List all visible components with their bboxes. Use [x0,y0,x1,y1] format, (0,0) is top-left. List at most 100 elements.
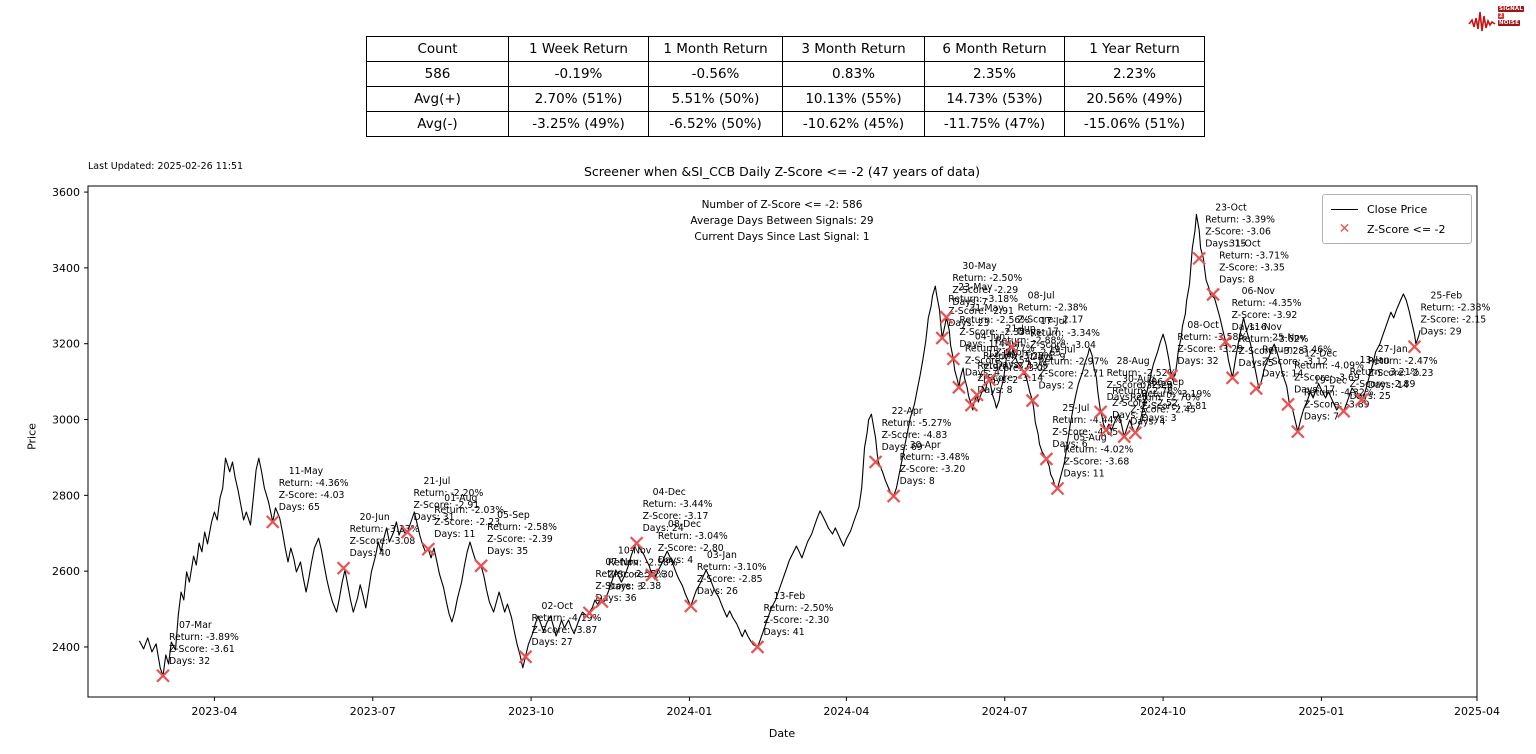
svg-text:Z-Score: -2.35: Z-Score: -2.35 [959,327,1025,338]
svg-text:Days: 4: Days: 4 [658,555,693,566]
svg-text:Return: -4.09%: Return: -4.09% [1294,360,1364,371]
header-3month: 3 Month Return [782,36,925,62]
signal2noise-logo: SIGNAL 2 NOISE [1468,6,1530,36]
svg-text:Z-Score: -3.87: Z-Score: -3.87 [532,625,598,636]
legend-zscore-label: Z-Score <= -2 [1367,222,1446,236]
svg-text:25-Jul: 25-Jul [1062,403,1089,414]
svg-text:Days: 36: Days: 36 [595,593,636,604]
days-since-line: Current Days Since Last Signal: 1 [694,231,870,243]
svg-text:Z-Score: -2.89: Z-Score: -2.89 [1350,379,1416,390]
svg-text:Z-Score: -4.03: Z-Score: -4.03 [279,490,345,501]
svg-text:22-Apr: 22-Apr [892,406,923,417]
svg-text:31-May: 31-May [969,303,1004,314]
signal-count-line: Number of Z-Score <= -2: 586 [701,199,863,211]
svg-text:08-Jul: 08-Jul [1028,291,1055,302]
svg-text:Return: -2.97%: Return: -2.97% [1039,357,1109,368]
svg-text:23-Oct: 23-Oct [1215,202,1247,213]
svg-text:3400: 3400 [52,262,80,275]
svg-text:3000: 3000 [52,414,80,427]
cell: Avg(+) [366,86,509,112]
avg-days-line: Average Days Between Signals: 29 [690,215,874,227]
svg-text:Days: 23: Days: 23 [948,318,989,329]
svg-text:Days: 11: Days: 11 [1064,469,1105,480]
svg-text:Z-Score: -3.04: Z-Score: -3.04 [1030,340,1096,351]
svg-text:Z-Score: -2.65: Z-Score: -2.65 [995,348,1061,359]
svg-text:Return: -4.35%: Return: -4.35% [1232,298,1302,309]
svg-text:2600: 2600 [52,565,80,578]
svg-text:Return: -2.20%: Return: -2.20% [413,488,483,499]
svg-text:28-Aug: 28-Aug [1117,356,1150,367]
svg-text:Z-Score: -3.02: Z-Score: -3.02 [983,363,1049,374]
svg-text:03-Sep: 03-Sep [1140,381,1173,392]
svg-text:Z-Score: -2.39: Z-Score: -2.39 [487,534,553,545]
svg-text:Z-Score: -2.30: Z-Score: -2.30 [608,569,674,580]
svg-text:2023-10: 2023-10 [508,705,554,718]
svg-text:Z-Score: -2.23: Z-Score: -2.23 [1368,368,1434,379]
svg-text:Z-Score: -3.92: Z-Score: -3.92 [1232,310,1298,321]
svg-text:07-Mar: 07-Mar [179,620,212,631]
svg-text:Z-Score: -3.89: Z-Score: -3.89 [1304,400,1370,411]
svg-text:Days: 17: Days: 17 [1018,327,1059,338]
svg-text:Return: -4.32%: Return: -4.32% [1304,388,1374,399]
svg-text:2023-04: 2023-04 [191,705,237,718]
svg-text:Z-Score: -3.29: Z-Score: -3.29 [1177,344,1243,355]
stats-row-avg-negative: Avg(-) -3.25% (49%) -6.52% (50%) -10.62%… [366,111,1205,137]
svg-text:10-Nov: 10-Nov [618,545,652,556]
svg-text:Return: -2.55%: Return: -2.55% [595,569,665,580]
svg-text:Days: 1: Days: 1 [959,339,994,350]
svg-text:20-Jun: 20-Jun [360,512,390,523]
svg-text:Return: -3.21%: Return: -3.21% [1350,367,1420,378]
cell: -0.19% [508,61,649,87]
svg-text:12-Jun: 12-Jun [987,349,1017,360]
svg-text:17-Jul: 17-Jul [1040,316,1067,327]
svg-text:06-Nov: 06-Nov [1242,286,1276,297]
svg-text:19-Dec: 19-Dec [1314,376,1347,387]
stats-row-avg-positive: Avg(+) 2.70% (51%) 5.51% (50%) 10.13% (5… [366,86,1205,112]
svg-text:Z-Score: -3.69: Z-Score: -3.69 [1294,372,1360,383]
svg-text:Z-Score: -3.28: Z-Score: -3.28 [1239,346,1305,357]
svg-text:Days: 9: Days: 9 [1030,352,1065,363]
svg-text:Days: 2: Days: 2 [983,375,1018,386]
svg-text:Z-Score: -2.80: Z-Score: -2.80 [658,543,724,554]
cell: 2.35% [924,61,1065,87]
svg-text:Days: 26: Days: 26 [697,586,738,597]
svg-text:08-Dec: 08-Dec [668,519,701,530]
svg-text:Return: -3.71%: Return: -3.71% [1219,250,1289,261]
svg-text:Z-Score: -2.91: Z-Score: -2.91 [413,500,479,511]
svg-text:Return: -4.02%: Return: -4.02% [1064,445,1134,456]
cell: -10.62% (45%) [782,111,925,137]
stats-table: Count 1 Week Return 1 Month Return 3 Mon… [366,36,1205,137]
svg-text:Z-Score: -2.29: Z-Score: -2.29 [1107,380,1173,391]
svg-text:2024-07: 2024-07 [982,705,1028,718]
cell: -6.52% (50%) [648,111,783,137]
svg-text:13-Feb: 13-Feb [773,591,805,602]
y-axis-label: Price [25,423,39,450]
svg-text:Days: 5: Days: 5 [1239,358,1274,369]
svg-text:Return: -3.19%: Return: -3.19% [1141,389,1211,400]
svg-text:21-Jul: 21-Jul [423,476,450,487]
svg-text:Return: -5.27%: Return: -5.27% [882,418,952,429]
svg-text:21-Jun: 21-Jun [1005,324,1035,335]
svg-text:Days: 32: Days: 32 [1177,356,1218,367]
svg-text:Return: -2.03%: Return: -2.03% [434,505,504,516]
svg-text:06-Sep: 06-Sep [1151,377,1184,388]
svg-text:Days: 8: Days: 8 [1219,274,1254,285]
svg-text:Z-Score: -2.54: Z-Score: -2.54 [965,355,1031,366]
svg-text:Return: -3.48%: Return: -3.48% [900,452,970,463]
svg-text:11-May: 11-May [289,466,324,477]
cell: 2.70% (51%) [508,86,649,112]
svg-text:19-Jul: 19-Jul [1049,345,1076,356]
svg-text:2400: 2400 [52,641,80,654]
svg-text:Z-Score: -4.05: Z-Score: -4.05 [1052,427,1118,438]
svg-text:Days: 15: Days: 15 [1205,238,1246,249]
svg-text:Days: 11: Days: 11 [434,529,475,540]
svg-text:Return: -3.18%: Return: -3.18% [948,294,1018,305]
svg-text:Return: -4.19%: Return: -4.19% [532,613,602,624]
svg-text:11-Nov: 11-Nov [1249,322,1283,333]
svg-text:Days: 23: Days: 23 [1107,392,1148,403]
svg-text:Return: -3.10%: Return: -3.10% [697,562,767,573]
svg-text:Z-Score: -2.30: Z-Score: -2.30 [763,615,829,626]
cell: -0.56% [648,61,783,87]
svg-text:Z-Score: -2.81: Z-Score: -2.81 [1141,401,1207,412]
